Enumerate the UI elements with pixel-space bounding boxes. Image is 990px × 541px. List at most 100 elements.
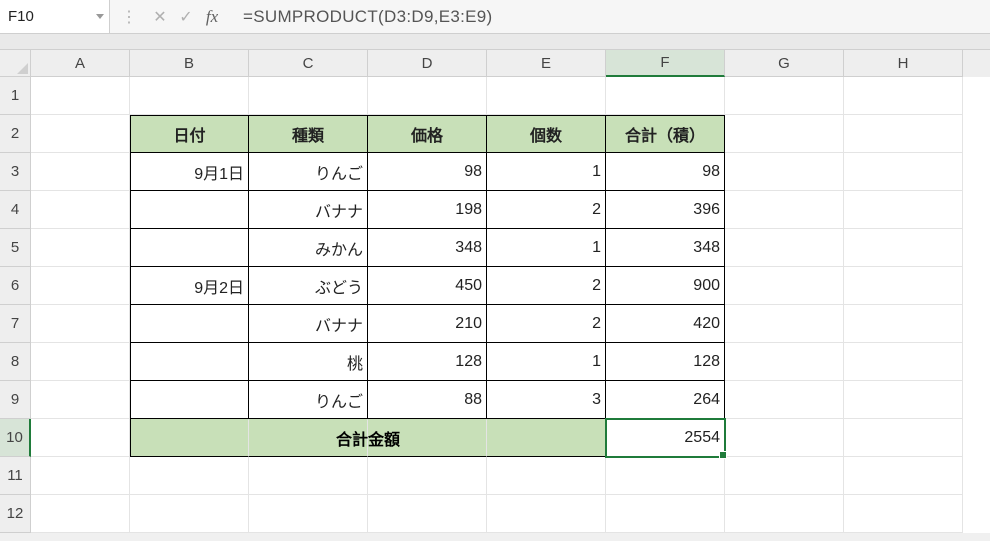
cell[interactable] bbox=[31, 457, 130, 495]
cell[interactable] bbox=[725, 229, 844, 267]
cell[interactable] bbox=[130, 305, 249, 343]
cell[interactable]: バナナ bbox=[249, 305, 368, 343]
cell[interactable]: 900 bbox=[606, 267, 725, 305]
cell[interactable]: 種類 bbox=[249, 115, 368, 153]
cell[interactable] bbox=[249, 419, 368, 457]
cell[interactable] bbox=[844, 457, 963, 495]
cell[interactable] bbox=[725, 115, 844, 153]
cell[interactable]: 88 bbox=[368, 381, 487, 419]
column-header[interactable]: B bbox=[130, 50, 249, 77]
cell[interactable] bbox=[487, 495, 606, 533]
cell[interactable]: 128 bbox=[606, 343, 725, 381]
cell[interactable]: 1 bbox=[487, 153, 606, 191]
chevron-down-icon[interactable] bbox=[95, 12, 105, 22]
cell[interactable]: 198 bbox=[368, 191, 487, 229]
cell[interactable] bbox=[725, 495, 844, 533]
column-header[interactable]: E bbox=[487, 50, 606, 77]
cell[interactable]: 2 bbox=[487, 191, 606, 229]
cell[interactable] bbox=[725, 381, 844, 419]
cell[interactable]: 桃 bbox=[249, 343, 368, 381]
cell[interactable] bbox=[130, 229, 249, 267]
cell[interactable] bbox=[130, 457, 249, 495]
cell[interactable] bbox=[606, 495, 725, 533]
cell[interactable] bbox=[606, 457, 725, 495]
row-header[interactable]: 12 bbox=[0, 495, 31, 533]
row-header[interactable]: 2 bbox=[0, 115, 31, 153]
cell[interactable] bbox=[31, 343, 130, 381]
cell[interactable]: 9月2日 bbox=[130, 267, 249, 305]
cell[interactable] bbox=[844, 153, 963, 191]
cell[interactable]: 価格 bbox=[368, 115, 487, 153]
cell[interactable] bbox=[130, 495, 249, 533]
column-header[interactable]: C bbox=[249, 50, 368, 77]
more-icon[interactable]: ⋮ bbox=[116, 0, 142, 33]
cell[interactable]: 2554 bbox=[606, 419, 725, 457]
row-header[interactable]: 7 bbox=[0, 305, 31, 343]
cell[interactable] bbox=[487, 77, 606, 115]
cell[interactable] bbox=[368, 457, 487, 495]
cell[interactable] bbox=[725, 305, 844, 343]
cell[interactable] bbox=[487, 419, 606, 457]
cell[interactable] bbox=[844, 267, 963, 305]
cell[interactable]: 264 bbox=[606, 381, 725, 419]
cell[interactable]: 420 bbox=[606, 305, 725, 343]
cell[interactable] bbox=[844, 343, 963, 381]
cell[interactable] bbox=[31, 191, 130, 229]
column-header[interactable]: D bbox=[368, 50, 487, 77]
column-header[interactable]: F bbox=[606, 50, 725, 77]
cell[interactable] bbox=[249, 457, 368, 495]
cell[interactable] bbox=[130, 343, 249, 381]
cell[interactable] bbox=[844, 495, 963, 533]
row-header[interactable]: 8 bbox=[0, 343, 31, 381]
cell[interactable]: 9月1日 bbox=[130, 153, 249, 191]
cell[interactable]: 1 bbox=[487, 343, 606, 381]
cell[interactable] bbox=[31, 153, 130, 191]
cancel-icon[interactable]: ✕ bbox=[147, 0, 173, 33]
row-header[interactable]: 4 bbox=[0, 191, 31, 229]
cell[interactable] bbox=[130, 419, 249, 457]
column-header[interactable]: G bbox=[725, 50, 844, 77]
cell[interactable]: 98 bbox=[606, 153, 725, 191]
name-box[interactable]: F10 bbox=[0, 0, 110, 33]
cell[interactable] bbox=[844, 419, 963, 457]
column-header[interactable]: H bbox=[844, 50, 963, 77]
cell[interactable] bbox=[844, 191, 963, 229]
cell[interactable] bbox=[368, 495, 487, 533]
row-header[interactable]: 1 bbox=[0, 77, 31, 115]
cell[interactable]: 個数 bbox=[487, 115, 606, 153]
cell[interactable]: 1 bbox=[487, 229, 606, 267]
cells-area[interactable]: 日付種類価格個数合計（積）9月1日りんご98198バナナ1982396みかん34… bbox=[31, 77, 990, 533]
cell[interactable] bbox=[844, 305, 963, 343]
cell[interactable]: 348 bbox=[606, 229, 725, 267]
cell[interactable]: 450 bbox=[368, 267, 487, 305]
cell[interactable]: みかん bbox=[249, 229, 368, 267]
cell[interactable] bbox=[844, 229, 963, 267]
cell[interactable] bbox=[725, 191, 844, 229]
cell[interactable] bbox=[725, 419, 844, 457]
cell[interactable] bbox=[844, 77, 963, 115]
enter-icon[interactable]: ✓ bbox=[173, 0, 199, 33]
cell[interactable] bbox=[31, 419, 130, 457]
cell[interactable] bbox=[130, 77, 249, 115]
cell[interactable] bbox=[725, 457, 844, 495]
formula-input[interactable]: =SUMPRODUCT(D3:D9,E3:E9) bbox=[231, 0, 990, 33]
cell[interactable] bbox=[368, 419, 487, 457]
cell[interactable]: 3 bbox=[487, 381, 606, 419]
column-header[interactable]: A bbox=[31, 50, 130, 77]
cell[interactable] bbox=[31, 229, 130, 267]
cell[interactable] bbox=[725, 267, 844, 305]
cell[interactable] bbox=[130, 381, 249, 419]
cell[interactable]: 396 bbox=[606, 191, 725, 229]
cell[interactable]: 210 bbox=[368, 305, 487, 343]
cell[interactable] bbox=[31, 115, 130, 153]
row-header[interactable]: 9 bbox=[0, 381, 31, 419]
cell[interactable] bbox=[606, 77, 725, 115]
cell[interactable] bbox=[725, 343, 844, 381]
cell[interactable]: 日付 bbox=[130, 115, 249, 153]
cell[interactable]: 2 bbox=[487, 267, 606, 305]
cell[interactable] bbox=[249, 495, 368, 533]
cell[interactable]: 合計（積） bbox=[606, 115, 725, 153]
row-header[interactable]: 11 bbox=[0, 457, 31, 495]
cell[interactable] bbox=[725, 77, 844, 115]
cell[interactable]: 98 bbox=[368, 153, 487, 191]
